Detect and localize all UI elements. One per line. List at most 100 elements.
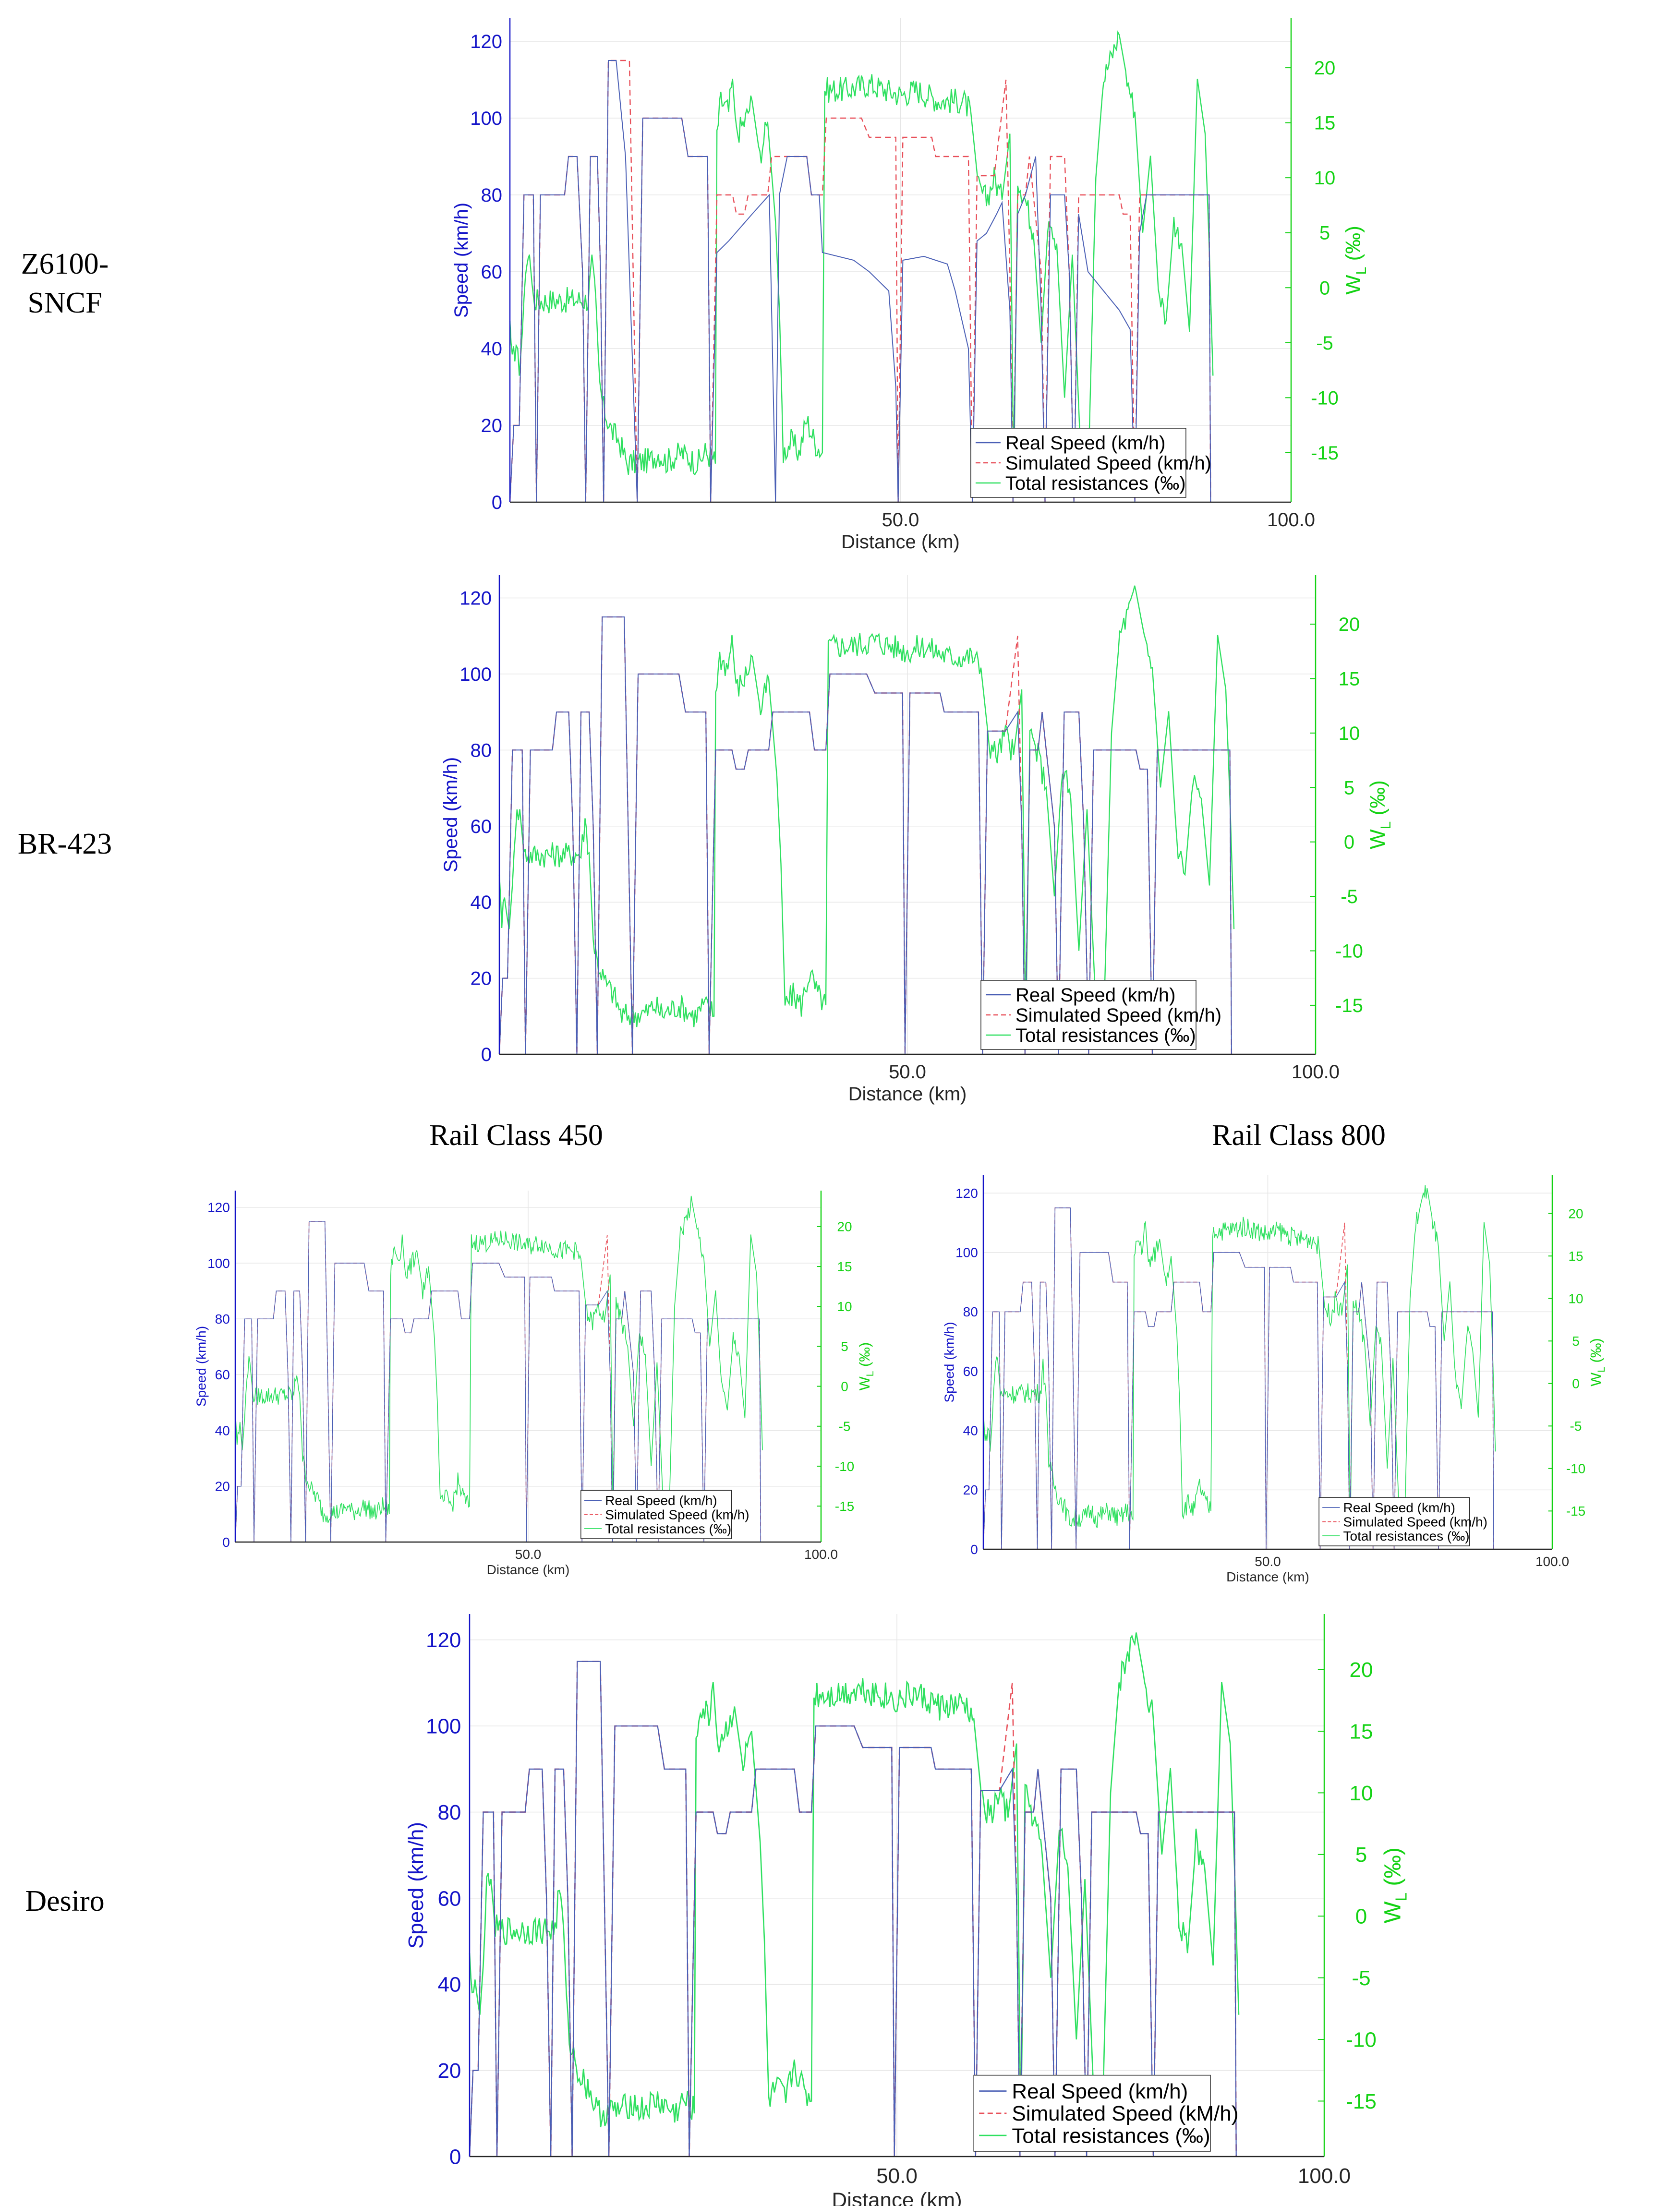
class800-y2tick-label: 0 [1572, 1376, 1580, 1391]
desiro-y2tick-label: 5 [1355, 1843, 1367, 1867]
br423-xtick-label: 100.0 [1292, 1061, 1340, 1083]
desiro-y-axis-label: Speed (km/h) [404, 1822, 428, 1949]
br423-xtick-label: 50.0 [889, 1061, 926, 1083]
row-label-z6100-line2: SNCF [27, 286, 102, 319]
br423-y2tick-label: -15 [1335, 995, 1363, 1016]
desiro-y2tick-label: 20 [1350, 1658, 1373, 1682]
class800-x-axis-label: Distance (km) [1226, 1569, 1309, 1584]
br423-ytick-label: 40 [471, 892, 492, 913]
class800-xtick-label: 50.0 [1255, 1554, 1281, 1569]
z6100-y2tick-label: 15 [1314, 113, 1336, 134]
class800-ytick-label: 120 [955, 1186, 978, 1201]
br423-ytick-label: 120 [459, 588, 492, 609]
class800-ytick-label: 20 [963, 1483, 978, 1497]
br423-y2tick-label: -5 [1341, 886, 1358, 907]
desiro-y2tick-label: 0 [1355, 1905, 1367, 1929]
z6100-ytick-label: 120 [470, 31, 502, 52]
class450-xtick-label: 100.0 [804, 1547, 838, 1562]
z6100-y2tick-label: -15 [1311, 443, 1339, 464]
class800-series-total-resistances [983, 1185, 1496, 1537]
class800-legend [1318, 1497, 1470, 1546]
desiro-y2tick-label: -5 [1352, 1966, 1370, 1990]
class800-y2tick-label: -10 [1566, 1461, 1585, 1476]
class450-ytick-label: 100 [207, 1256, 230, 1271]
br423-x-axis-label: Distance (km) [848, 1084, 967, 1105]
class450-y2tick-label: -5 [839, 1419, 851, 1434]
class800-y2tick-label: -5 [1570, 1419, 1582, 1434]
br423-y2tick-label: 5 [1344, 777, 1354, 798]
class800-y2-axis-label-w: W [1587, 1373, 1604, 1386]
z6100-y2tick-label: 5 [1319, 223, 1330, 244]
desiro-ytick-label: 100 [426, 1715, 461, 1738]
desiro-y2-axis-label-sub: L [1392, 1893, 1410, 1901]
class800-y2-axis-label: WL (‰) [1587, 1338, 1607, 1386]
class800-y-axis-label: Speed (km/h) [942, 1322, 956, 1402]
class800-ytick-label: 80 [963, 1304, 978, 1319]
br423-legend-total-resistances-label: Total resistances (‰) [1015, 1025, 1196, 1046]
desiro-legend-simulated-speed-label: Simulated Speed (kM/h) [1012, 2102, 1238, 2125]
br423-ytick-label: 60 [471, 816, 492, 837]
class450-y2tick-label: 10 [837, 1299, 852, 1314]
class450-ytick-label: 60 [215, 1367, 230, 1382]
desiro-y2tick-label: 10 [1350, 1782, 1373, 1805]
z6100-xtick-label: 50.0 [882, 509, 919, 530]
class800-ytick-label: 40 [963, 1423, 978, 1438]
class800-legend-real-speed-label: Real Speed (km/h) [1343, 1500, 1455, 1515]
z6100-y2tick-label: 0 [1319, 277, 1330, 299]
class450-y2-axis-label-unit: (‰) [856, 1342, 873, 1371]
z6100-y2tick-label: -10 [1311, 387, 1339, 409]
desiro-series-total-resistances [469, 1632, 1240, 2138]
class800-y2tick-label: 10 [1568, 1291, 1583, 1306]
z6100-legend-total-resistances-label: Total resistances (‰) [1005, 473, 1186, 494]
desiro-y2tick-label: -10 [1346, 2028, 1377, 2051]
br423-y2-axis-label-unit: (‰) [1366, 780, 1390, 821]
class450-y2tick-label: -10 [835, 1459, 854, 1474]
desiro-ytick-label: 40 [437, 1973, 461, 1997]
desiro-xtick-label: 50.0 [876, 2164, 918, 2188]
desiro-series-real-speed [469, 1661, 1237, 2157]
desiro-y2-axis-label-unit: (‰) [1379, 1847, 1405, 1893]
z6100-legend-simulated-speed-label: Simulated Speed (km/h) [1005, 453, 1211, 474]
br423-ytick-label: 80 [471, 740, 492, 761]
desiro-xtick-label: 100.0 [1298, 2164, 1351, 2188]
z6100-xtick-label: 100.0 [1267, 509, 1315, 530]
class450-y2tick-label: 20 [837, 1219, 852, 1234]
class450-ytick-label: 80 [215, 1312, 230, 1326]
z6100-ytick-label: 80 [481, 185, 503, 206]
br423-y2tick-label: 15 [1339, 668, 1360, 689]
br423-ytick-label: 0 [481, 1044, 492, 1065]
class800-y2-axis-label-sub: L [1596, 1367, 1607, 1373]
z6100-y2-axis-label-unit: (‰) [1342, 226, 1365, 267]
class450-xtick-label: 50.0 [515, 1547, 542, 1562]
desiro-y2-axis-label: WL (‰) [1379, 1847, 1410, 1923]
br423-ytick-label: 100 [459, 664, 492, 685]
desiro-ytick-label: 120 [426, 1628, 461, 1652]
class450-legend-simulated-speed-label: Simulated Speed (km/h) [605, 1507, 749, 1522]
z6100-ytick-label: 40 [481, 338, 503, 360]
br423-legend-simulated-speed-label: Simulated Speed (km/h) [1015, 1005, 1221, 1026]
class450-ytick-label: 40 [215, 1423, 230, 1438]
class450-legend [580, 1490, 732, 1539]
desiro-ytick-label: 20 [437, 2059, 461, 2083]
class800-ytick-label: 0 [970, 1542, 978, 1557]
class800-y2tick-label: 15 [1568, 1249, 1583, 1264]
class450-y2tick-label: 15 [837, 1259, 852, 1274]
desiro-y2tick-label: 15 [1350, 1720, 1373, 1743]
panel-title-class800: Rail Class 800 [1212, 1119, 1386, 1152]
class450-y2-axis-label-w: W [856, 1376, 873, 1390]
desiro-ytick-label: 80 [437, 1801, 461, 1824]
desiro-legend-total-resistances-label: Total resistances (‰) [1012, 2124, 1210, 2147]
desiro-y2tick-label: -15 [1346, 2090, 1377, 2113]
z6100-ytick-label: 100 [470, 108, 502, 129]
row-label-desiro: Desiro [25, 1885, 105, 1917]
class450-y-axis-label: Speed (km/h) [193, 1326, 208, 1407]
row-label-z6100-line1: Z6100- [21, 248, 109, 280]
br423-series-real-speed [499, 616, 1232, 1055]
z6100-x-axis-label: Distance (km) [841, 531, 960, 553]
br423-legend [980, 980, 1197, 1050]
z6100-series-total-resistances [509, 30, 1214, 486]
